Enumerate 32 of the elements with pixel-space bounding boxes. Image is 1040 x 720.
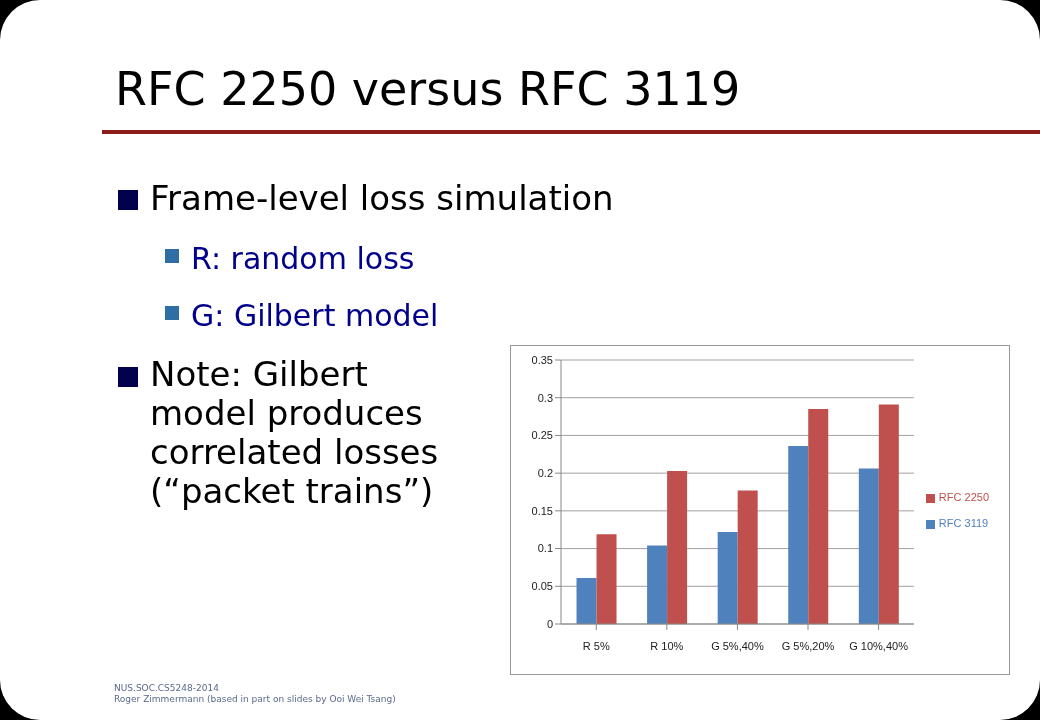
text: Roger Zimmermann (based in part on slides by Ooi Wei Tsang): [114, 693, 396, 705]
y-tick-label: 0.25: [531, 429, 553, 442]
bar: [858, 468, 879, 624]
legend-label: RFC 3119: [938, 517, 989, 529]
bar: [737, 490, 758, 624]
y-tick-label: 0.35: [531, 353, 553, 366]
bar: [808, 409, 829, 624]
y-tick-label: 0.3: [537, 391, 553, 404]
bar: [878, 404, 899, 624]
text: G: Gilbert model: [191, 298, 439, 333]
x-tick-label: G 5%,20%: [781, 639, 835, 652]
x-tick-label: G 5%,40%: [711, 639, 764, 652]
y-tick-label: 0.15: [531, 504, 553, 517]
text: Note: Gilbert model produces correlated losses (“packet trains”): [150, 354, 440, 512]
bar: [667, 470, 688, 624]
bar: [596, 534, 617, 624]
y-tick-label: 0.2: [537, 467, 553, 480]
legend-label: RFC 2250: [938, 491, 989, 503]
chart-title: RFC 2250 versus RFC 3119: [115, 62, 741, 116]
bar: [788, 445, 809, 624]
x-tick-label: G 10%,40%: [849, 639, 909, 652]
text: R: random loss: [191, 241, 415, 276]
bar: [717, 531, 738, 624]
text: Frame-level loss simulation: [150, 178, 614, 218]
text: NUS.SOC.CS5248-2014: [114, 683, 220, 694]
bar: [576, 577, 597, 624]
y-tick-label: 0: [546, 617, 553, 630]
bar: [647, 545, 668, 624]
x-tick-label: R 10%: [650, 639, 684, 652]
y-tick-label: 0.05: [531, 580, 553, 593]
x-tick-label: R 5%: [582, 639, 610, 652]
y-tick-label: 0.1: [537, 542, 553, 555]
